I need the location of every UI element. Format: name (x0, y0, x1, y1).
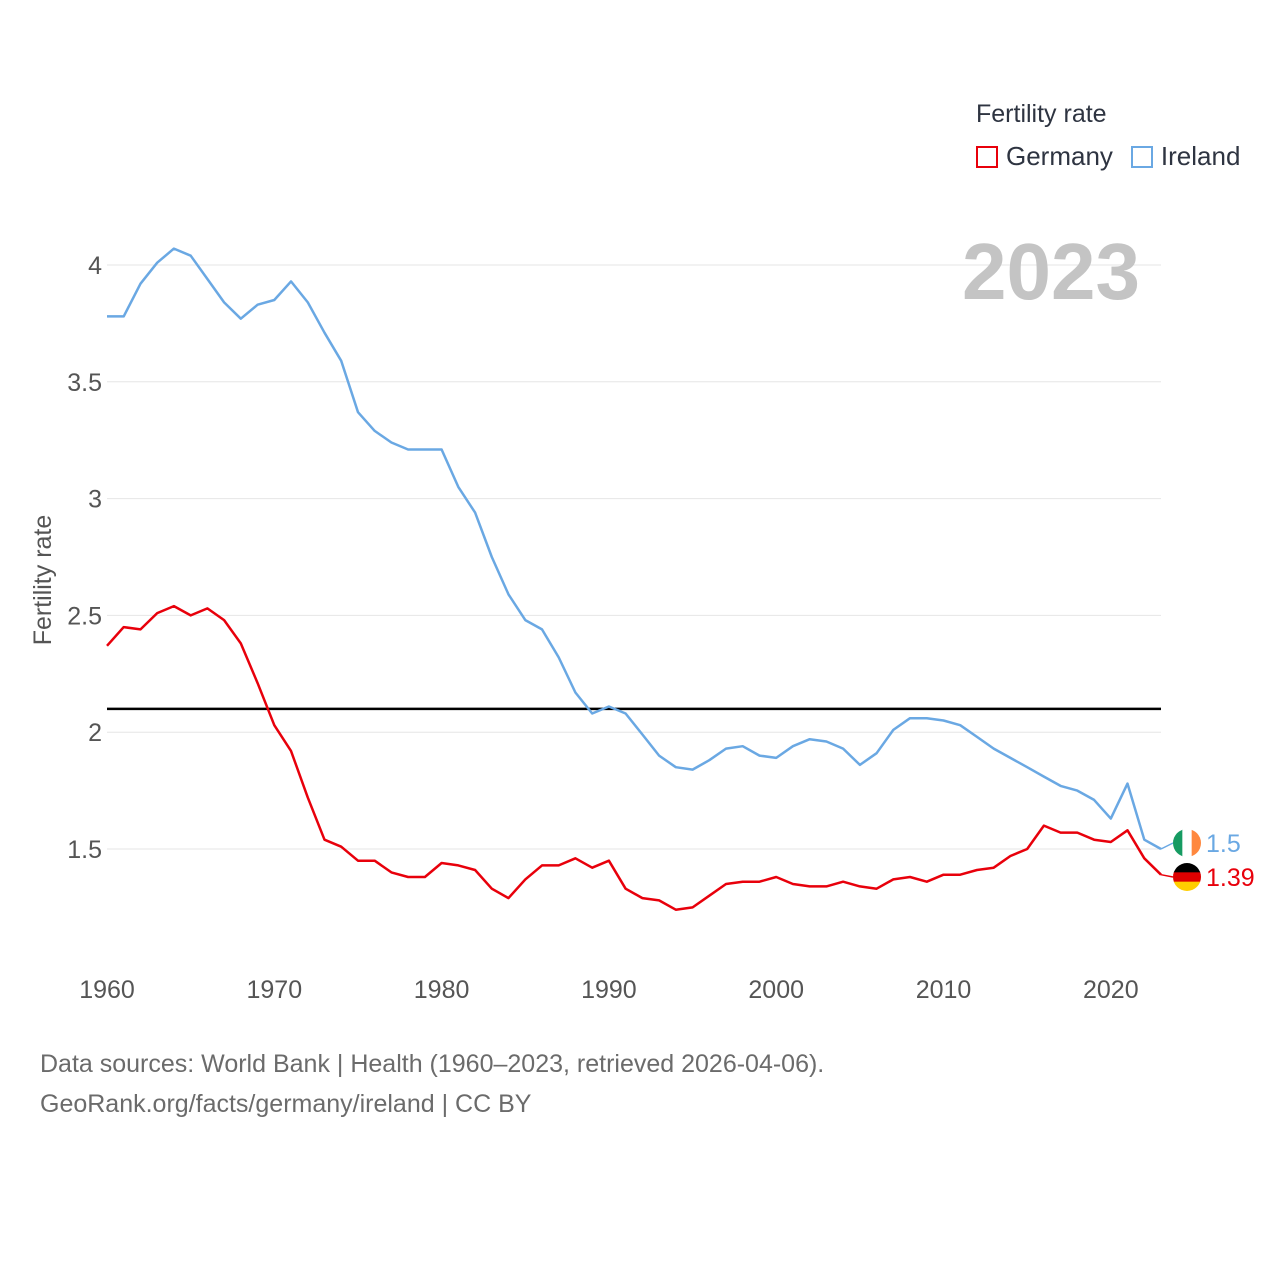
legend: Germany Ireland (976, 141, 1240, 172)
flag-stripe (1191, 829, 1201, 857)
x-tick-label: 2000 (748, 976, 804, 1004)
source-note: Data sources: World Bank | Health (1960–… (40, 1044, 824, 1124)
legend-swatch-ireland (1130, 145, 1153, 168)
source-line-2[interactable]: GeoRank.org/facts/germany/ireland | CC B… (40, 1090, 532, 1118)
x-tick-label: 1960 (79, 976, 135, 1004)
source-line-1: Data sources: World Bank | Health (1960–… (40, 1050, 825, 1078)
flag-stripe (1173, 872, 1201, 883)
year-label: 2023 (962, 227, 1140, 316)
flag-ireland-icon (1173, 829, 1201, 857)
x-tick-label: 2020 (1083, 976, 1139, 1004)
legend-title: Fertility rate (976, 100, 1107, 128)
legend-item-germany[interactable]: Germany (976, 141, 1113, 172)
end-value-label-ireland: 1.5 (1206, 830, 1241, 858)
y-tick-label: 1.5 (67, 836, 102, 864)
x-tick-label: 1970 (246, 976, 302, 1004)
x-tick-label: 1990 (581, 976, 637, 1004)
legend-swatch-germany (976, 145, 998, 168)
legend-item-ireland[interactable]: Ireland (1130, 141, 1241, 172)
y-tick-label: 2.5 (67, 602, 102, 630)
end-connector-ireland (1160, 842, 1174, 850)
flag-stripe (1182, 829, 1193, 857)
legend-label-germany: Germany (1006, 141, 1113, 171)
series-line-germany (106, 604, 1162, 911)
y-tick-label: 4 (88, 252, 102, 280)
y-tick-label: 3 (88, 486, 102, 514)
x-tick-label: 1980 (414, 976, 470, 1004)
flag-germany-icon (1173, 863, 1201, 891)
flag-stripe (1173, 863, 1201, 873)
series-line-ireland (107, 247, 1162, 851)
end-value-label-germany: 1.39 (1206, 864, 1255, 892)
line-chart: 1.5 2 2.5 3 3.5 4 1960 1970 1980 1990 2000 2010 2020… (29, 227, 1255, 1004)
flag-stripe (1173, 881, 1201, 891)
end-connector-germany (1160, 873, 1174, 878)
flag-stripe (1173, 829, 1183, 857)
y-tick-label: 2 (88, 719, 102, 747)
y-tick-label: 3.5 (67, 369, 102, 397)
legend-label-ireland: Ireland (1160, 141, 1241, 171)
y-axis-label: Fertility rate (29, 515, 57, 646)
x-tick-label: 2010 (916, 976, 972, 1004)
